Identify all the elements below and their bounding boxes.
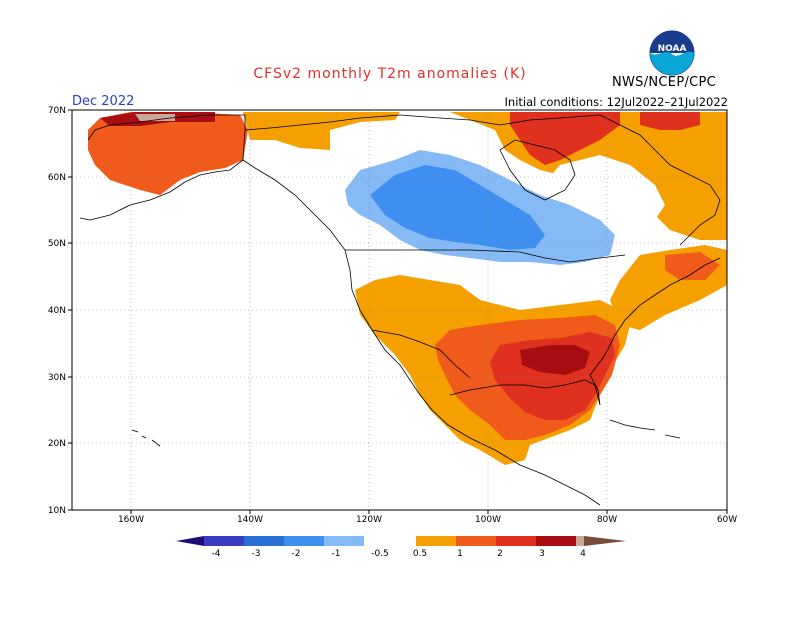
- lon-label-140w: 140W: [237, 515, 263, 525]
- colorbar-tick-p1: 1: [457, 549, 463, 559]
- east-coastline: [589, 257, 721, 376]
- lat-label-60n: 60N: [48, 173, 66, 183]
- colorbar-swatch-m2-m1: [284, 536, 324, 546]
- gulf-coastline: [449, 374, 601, 406]
- region-central-canada-cold: [370, 165, 545, 250]
- colorbar-tick-p4: 4: [580, 549, 586, 559]
- colorbar-swatch-m4-m3: [204, 536, 244, 546]
- lon-label-100w: 100W: [475, 515, 501, 525]
- axis-ticks: [68, 109, 728, 514]
- lat-label-50n: 50N: [48, 239, 66, 249]
- region-alaska-north-coast-pink: [135, 114, 175, 121]
- colorbar-swatch-p4-p5: [576, 536, 584, 546]
- colorbar-swatch-neutral: [364, 536, 416, 546]
- colorbar-swatch-gt-p5: [584, 536, 626, 546]
- colorbar-tick-p3: 3: [539, 549, 545, 559]
- hudson-bay-coastline: [499, 139, 576, 201]
- us-canada-border: [345, 249, 626, 263]
- colorbar-swatch-p2-p3: [496, 536, 536, 546]
- lat-label-20n: 20N: [48, 439, 66, 449]
- region-maritimes-warm: [665, 252, 720, 280]
- lon-label-80w: 80W: [597, 515, 617, 525]
- us-west-coastline: [351, 289, 521, 466]
- colorbar-swatch-p3-p4: [536, 536, 576, 546]
- alaska-coastline: [79, 114, 246, 221]
- colorbar-swatch-lt-m4: [176, 536, 204, 546]
- colorbar-tick-p2: 2: [497, 549, 503, 559]
- colorbar-tick-p05: 0.5: [413, 549, 427, 559]
- anomaly-fields: [88, 112, 727, 465]
- arctic-coastline: [244, 114, 601, 131]
- colorbar-swatch-m1-m05: [324, 536, 364, 546]
- initial-conditions-label: Initial conditions: 12Jul2022–21Jul2022: [504, 95, 728, 109]
- valid-month-label: Dec 2022: [72, 94, 135, 109]
- colorbar-swatch-p1-p2: [456, 536, 496, 546]
- region-hudson-bay-warm: [510, 112, 620, 165]
- colorbar: -4 -3 -2 -1 -0.5 0.5 1 2 3 4: [176, 536, 626, 559]
- noaa-logo-text: NOAA: [658, 44, 687, 54]
- caribbean-islands: [609, 419, 681, 439]
- colorbar-tick-m4: -4: [212, 549, 221, 559]
- canada-west-coastline: [242, 159, 353, 291]
- colorbar-swatch-p05-p1: [416, 536, 456, 546]
- lat-label-10n: 10N: [48, 506, 66, 516]
- central-america-coast: [519, 464, 601, 506]
- coastlines: [79, 114, 721, 506]
- region-southeast-hot: [520, 345, 590, 375]
- lat-label-40n: 40N: [48, 306, 66, 316]
- map-title: CFSv2 monthly T2m anomalies (K): [253, 66, 527, 82]
- colorbar-swatch-m3-m2: [244, 536, 284, 546]
- colorbar-tick-m2: -2: [292, 549, 301, 559]
- colorbar-tick-m1: -1: [332, 549, 341, 559]
- noaa-logo: NOAA: [649, 30, 695, 76]
- colorbar-tick-m05: -0.5: [371, 549, 389, 559]
- agency-label: NWS/NCEP/CPC: [612, 75, 717, 90]
- lat-label-70n: 70N: [48, 106, 66, 116]
- colorbar-tick-m3: -3: [252, 549, 261, 559]
- lon-label-120w: 120W: [356, 515, 382, 525]
- lon-label-160w: 160W: [118, 515, 144, 525]
- hawaii-islands: [131, 429, 161, 447]
- region-alaska-warm: [88, 112, 248, 195]
- us-mexico-border: [371, 329, 471, 379]
- gridlines: [72, 110, 727, 510]
- lat-label-30n: 30N: [48, 373, 66, 383]
- region-labrador-warm: [640, 112, 700, 130]
- region-canada-arctic-warm: [243, 112, 400, 150]
- lon-label-60w: 60W: [717, 515, 737, 525]
- labrador-coastline: [599, 114, 721, 246]
